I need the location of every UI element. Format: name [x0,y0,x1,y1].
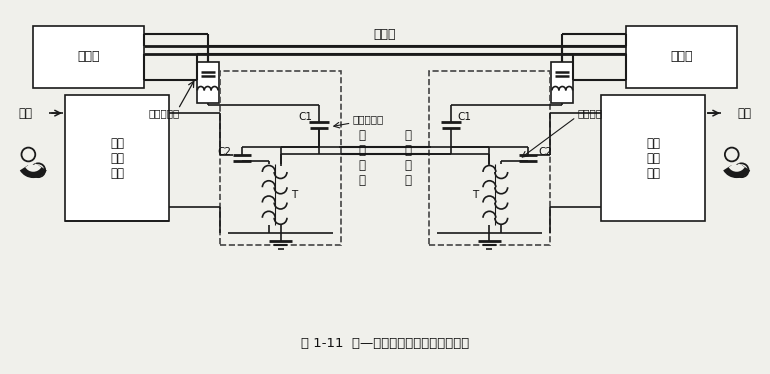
Text: 话音: 话音 [738,107,752,120]
Bar [601,95,705,221]
Text: 电载
力波
线机: 电载 力波 线机 [646,137,660,180]
Bar [197,62,219,103]
Text: 耦合电容器: 耦合电容器 [353,114,383,124]
Text: 高频电缆: 高频电缆 [577,108,602,118]
Bar [65,95,169,221]
Text: 结
合
设
备: 结 合 设 备 [359,129,366,187]
Bar [430,71,550,245]
Text: 话音: 话音 [18,107,32,120]
Text: 电力线: 电力线 [373,28,397,41]
Text: C2: C2 [217,147,232,157]
Text: 电载
力波
线机: 电载 力波 线机 [110,137,124,180]
Bar [220,71,340,245]
Text: T: T [291,190,297,200]
Text: C2: C2 [538,147,553,157]
Text: C1: C1 [298,112,312,122]
Bar [33,27,144,88]
Text: T: T [473,190,479,200]
Text: 发电厂: 发电厂 [77,50,100,64]
Text: 高频阻波器: 高频阻波器 [149,108,180,118]
Bar [551,62,573,103]
Text: C1: C1 [458,112,472,122]
Text: 变电站: 变电站 [670,50,693,64]
Text: 结
合
设
备: 结 合 设 备 [404,129,411,187]
Text: 图 1-11  相—地制电力线高频通道的构成: 图 1-11 相—地制电力线高频通道的构成 [301,337,469,350]
Bar [626,27,737,88]
